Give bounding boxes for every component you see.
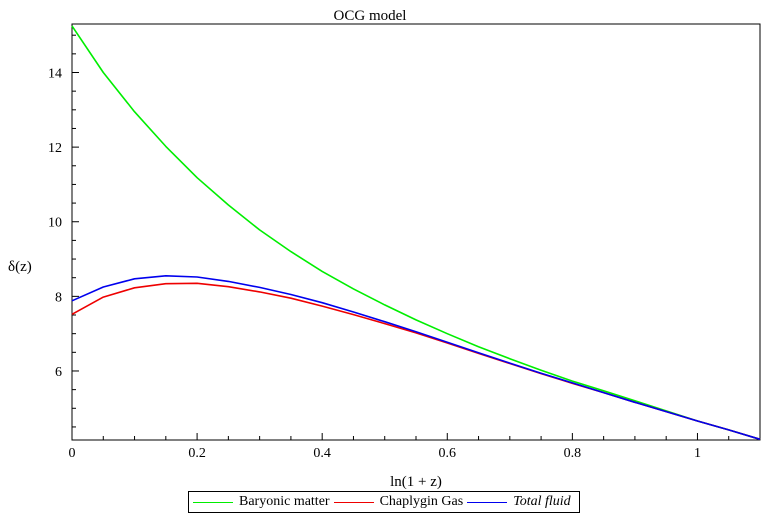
plot-frame (71, 23, 761, 441)
y-tick-label: 12 (48, 141, 62, 156)
x-tick-label: 0.4 (313, 446, 331, 461)
x-tick-label: 0.6 (439, 446, 457, 461)
x-tick-label: 0 (69, 446, 76, 461)
x-tick-label: 1 (694, 446, 701, 461)
legend-item-baryonic-matter: Baryonic matter (193, 494, 330, 510)
y-tick-label: 14 (48, 67, 62, 82)
x-tick-label: 0.8 (564, 446, 582, 461)
x-axis-label: ln(1 + z) (390, 474, 442, 490)
legend-swatch-chaplygin-gas (333, 501, 374, 503)
legend-label: Baryonic matter (239, 494, 330, 509)
chart-title: OCG model (334, 8, 407, 24)
legend: Baryonic matter Chaplygin Gas Total flui… (188, 491, 580, 513)
x-tick-label: 0.2 (188, 446, 206, 461)
series-line-baryonic-matter (71, 25, 761, 441)
legend-swatch-total-fluid (467, 501, 508, 503)
legend-item-total-fluid: Total fluid (467, 494, 571, 510)
y-tick-label: 6 (55, 365, 62, 380)
series-line-total-fluid (71, 274, 761, 441)
x-axis: 0 0.2 0.4 0.6 0.8 1 (69, 433, 761, 461)
legend-item-chaplygin-gas: Chaplygin Gas (333, 494, 464, 510)
y-tick-label: 8 (55, 290, 62, 305)
legend-swatch-baryonic-matter (193, 501, 233, 503)
y-axis-label: δ(z) (8, 259, 32, 275)
legend-label: Total fluid (513, 494, 571, 509)
y-axis: 6 8 10 12 14 (48, 34, 79, 428)
series-lines (71, 25, 761, 441)
legend-label: Chaplygin Gas (379, 494, 464, 509)
series-line-chaplygin-gas (71, 282, 761, 441)
y-tick-label: 10 (48, 216, 62, 231)
